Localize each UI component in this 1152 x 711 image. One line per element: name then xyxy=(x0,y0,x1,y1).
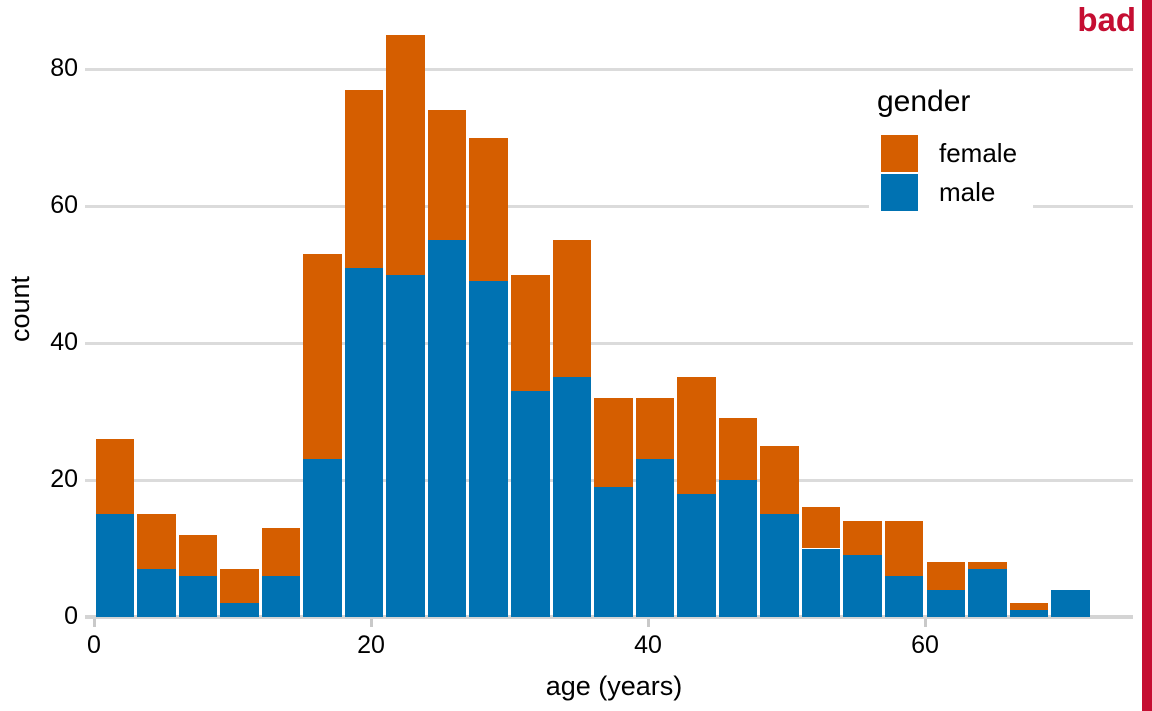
bar-segment-female-bin7 xyxy=(386,34,425,275)
grid-line-y-60 xyxy=(85,205,1133,208)
bar-segment-female-bin6 xyxy=(344,89,384,268)
legend-label-female: female xyxy=(939,138,1018,168)
legend-item-female: female xyxy=(881,134,1033,173)
bar-segment-male-bin23 xyxy=(1051,589,1090,617)
bar-segment-female-bin3 xyxy=(220,569,259,604)
legend-swatch-female xyxy=(881,135,918,172)
bar-segment-male-bin22 xyxy=(1009,610,1049,617)
y-tick-label-20: 20 xyxy=(50,465,78,493)
bar-segment-female-bin18 xyxy=(843,521,882,556)
bar-segment-female-bin12 xyxy=(594,397,633,487)
bar-segment-female-bin15 xyxy=(718,418,758,480)
bad-annotation: bad xyxy=(1077,1,1136,38)
legend-item-male: male xyxy=(881,173,1033,212)
bar-segment-male-bin21 xyxy=(968,569,1007,617)
bar-segment-female-bin16 xyxy=(760,445,799,515)
y-tick-label-0: 0 xyxy=(64,602,78,630)
bar-segment-male-bin1 xyxy=(137,569,176,617)
bar-segment-female-bin5 xyxy=(303,253,342,460)
x-axis-line xyxy=(85,615,1133,619)
bar-segment-male-bin14 xyxy=(677,493,716,617)
x-tick-40 xyxy=(646,619,650,627)
bar-segment-male-bin20 xyxy=(926,589,966,617)
y-tick-label-60: 60 xyxy=(50,191,78,219)
bar-segment-female-bin11 xyxy=(552,240,592,378)
x-tick-label-60: 60 xyxy=(911,631,939,659)
bar-segment-female-bin21 xyxy=(968,562,1007,570)
bar-segment-male-bin18 xyxy=(843,555,882,617)
x-tick-label-20: 20 xyxy=(357,631,385,659)
legend: female male xyxy=(869,134,1033,218)
bar-segment-female-bin14 xyxy=(677,377,716,494)
bar-segment-female-bin8 xyxy=(427,110,467,241)
bad-marker-bar xyxy=(1142,0,1152,711)
bar-segment-male-bin5 xyxy=(303,459,342,617)
bar-segment-male-bin0 xyxy=(95,514,135,617)
bar-segment-female-bin22 xyxy=(1009,603,1049,611)
bar-segment-male-bin3 xyxy=(220,603,259,617)
bar-segment-female-bin19 xyxy=(884,521,924,576)
bar-segment-male-bin7 xyxy=(386,274,425,617)
x-tick-20 xyxy=(369,619,373,627)
bar-segment-female-bin20 xyxy=(926,562,966,590)
legend-items: female male xyxy=(869,134,1033,212)
grid-line-y-40 xyxy=(85,342,1133,345)
bar-segment-male-bin6 xyxy=(344,267,384,617)
bar-segment-male-bin10 xyxy=(511,390,550,617)
bar-segment-female-bin0 xyxy=(95,438,135,515)
bar-segment-male-bin8 xyxy=(427,240,467,617)
bar-segment-female-bin4 xyxy=(261,527,301,576)
x-tick-label-0: 0 xyxy=(87,631,101,659)
bar-segment-male-bin12 xyxy=(594,486,633,617)
bar-segment-female-bin9 xyxy=(469,137,508,282)
x-axis-title: age (years) xyxy=(545,671,683,701)
legend-title: gender xyxy=(877,85,971,118)
legend-label-male: male xyxy=(939,177,996,207)
bar-segment-female-bin1 xyxy=(137,514,176,570)
bar-segment-male-bin9 xyxy=(469,281,508,617)
bar-segment-female-bin10 xyxy=(511,274,550,391)
y-tick-label-40: 40 xyxy=(50,328,78,356)
bar-segment-male-bin13 xyxy=(635,459,675,617)
bar-segment-male-bin17 xyxy=(801,548,841,617)
bar-segment-male-bin19 xyxy=(884,575,924,617)
x-tick-60 xyxy=(923,619,927,627)
bar-segment-male-bin11 xyxy=(552,377,592,617)
legend-swatch-male xyxy=(881,174,918,211)
bar-segment-male-bin16 xyxy=(760,514,799,617)
bar-segment-female-bin13 xyxy=(635,397,675,460)
bar-segment-male-bin4 xyxy=(261,575,301,617)
x-tick-0 xyxy=(92,619,96,627)
y-tick-label-80: 80 xyxy=(50,54,78,82)
bar-segment-female-bin2 xyxy=(178,534,218,576)
bar-segment-male-bin2 xyxy=(178,575,218,617)
bar-segment-female-bin17 xyxy=(801,507,841,549)
grid-line-y-80 xyxy=(85,68,1133,71)
x-tick-label-40: 40 xyxy=(634,631,662,659)
y-axis-title: count xyxy=(5,275,35,343)
bar-segment-male-bin15 xyxy=(718,480,758,617)
